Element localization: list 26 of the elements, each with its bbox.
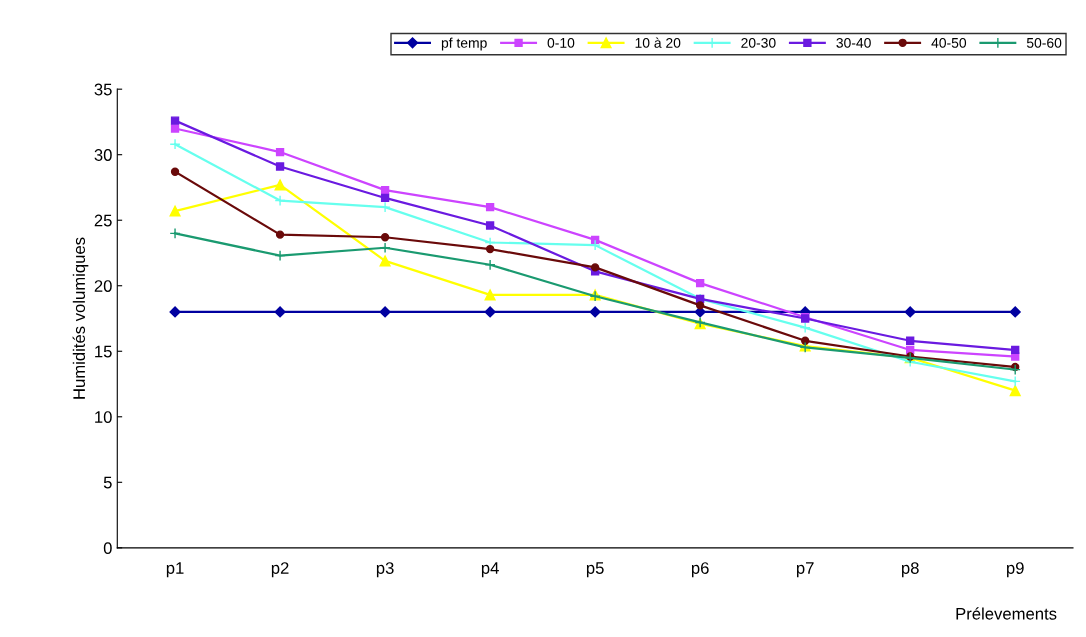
legend-label: 40-50 [931, 37, 967, 48]
x-tick-label: p1 [166, 562, 184, 578]
y-tick-label: 35 [94, 83, 112, 96]
x-tick-label: p9 [1007, 562, 1024, 578]
legend-label: 30-40 [836, 37, 871, 48]
legend-label: 50-60 [1026, 37, 1062, 48]
y-tick-label: 15 [95, 345, 112, 358]
y-tick-label: 5 [103, 476, 112, 489]
legend-label: 20-30 [741, 37, 776, 48]
x-tick-label: p8 [901, 562, 919, 578]
x-axis-title: Prélevements [956, 607, 1057, 620]
x-tick-label: p5 [586, 562, 604, 578]
legend-label: pf temp [441, 37, 487, 51]
x-tick-label: p7 [796, 562, 814, 578]
x-tick-label: p3 [376, 562, 394, 578]
x-tick-label: p6 [691, 562, 709, 578]
y-tick-label: 30 [94, 149, 112, 161]
legend-label: 0-10 [547, 37, 575, 48]
y-tick-label: 25 [94, 214, 112, 227]
y-axis-title: Humidités volumiques [72, 237, 89, 399]
x-tick-label: p2 [271, 562, 289, 578]
y-tick-label: 0 [103, 542, 112, 555]
y-tick-label: 20 [94, 280, 112, 292]
y-tick-label: 10 [95, 411, 112, 423]
x-tick-label: p4 [481, 562, 499, 578]
legend-label: 10 à 20 [635, 37, 681, 48]
